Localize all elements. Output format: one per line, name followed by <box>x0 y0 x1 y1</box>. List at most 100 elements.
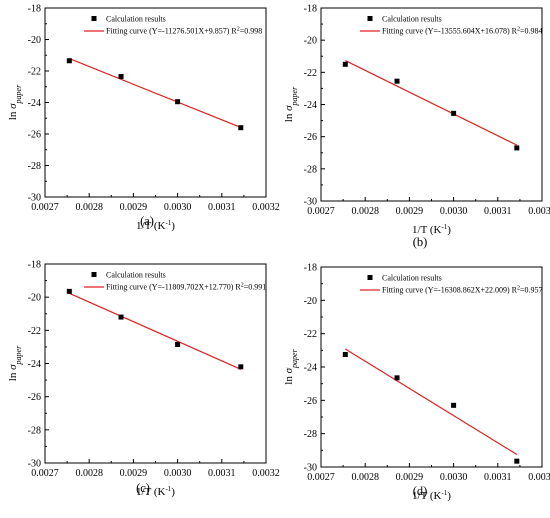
y-axis-label: ln σpaper <box>7 84 23 120</box>
fit-line <box>345 60 518 146</box>
y-tick-label: -26 <box>304 132 317 143</box>
y-tick-label: -30 <box>304 463 317 474</box>
x-axis-label: 1/T (K-1) <box>136 219 175 232</box>
plot-frame <box>320 7 543 202</box>
y-tick-label: -18 <box>28 4 41 15</box>
data-point <box>175 99 181 105</box>
data-point <box>175 341 181 347</box>
data-point <box>451 402 457 408</box>
x-tick-label: 0.0032 <box>528 472 550 483</box>
x-tick-label: 0.0030 <box>164 468 192 479</box>
y-tick-label: -22 <box>28 326 41 337</box>
legend-points-label: Calculation results <box>382 15 442 24</box>
x-tick-label: 0.0031 <box>484 472 512 483</box>
plot-frame <box>44 7 267 198</box>
legend-fit-label: Fitting curve (Y=-11276.501X+9.857) R2=0… <box>106 27 262 36</box>
x-tick-label: 0.0031 <box>208 468 236 479</box>
fit-line <box>69 57 242 129</box>
x-tick-label: 0.0028 <box>351 206 379 217</box>
x-tick-label: 0.0027 <box>31 202 59 213</box>
y-tick-label: -20 <box>28 35 41 46</box>
x-tick-label: 0.0032 <box>528 206 550 217</box>
x-tick-label: 0.0032 <box>252 202 280 213</box>
legend-points-label: Calculation results <box>106 271 166 280</box>
x-tick-label: 0.0029 <box>396 472 424 483</box>
panel-caption: (a) <box>140 214 154 228</box>
x-tick-label: 0.0032 <box>252 468 280 479</box>
legend-points-label: Calculation results <box>106 15 166 24</box>
panel-caption: (c) <box>136 481 150 495</box>
legend-points-label: Calculation results <box>382 274 442 283</box>
y-tick-label: -18 <box>304 263 317 274</box>
data-point <box>342 61 348 67</box>
chart-panel: 0.0027 0.0028 0.0029 0.0030 0.0031 0.0032 -18 -… <box>283 263 550 503</box>
y-tick-label: -28 <box>304 164 317 175</box>
chart-panel: 0.0027 0.0028 0.0029 0.0030 0.0031 0.0032 -18 -… <box>7 260 280 499</box>
legend-marker-icon <box>367 275 373 280</box>
y-tick-label: -22 <box>28 67 41 78</box>
x-tick-label: 0.0031 <box>208 202 236 213</box>
y-tick-label: -26 <box>304 396 317 407</box>
data-point <box>66 58 72 64</box>
x-axis-label: 1/T (K-1) <box>412 223 451 236</box>
x-tick-label: 0.0029 <box>120 468 148 479</box>
y-tick-label: -26 <box>28 130 41 141</box>
data-point <box>238 364 244 370</box>
x-tick-label: 0.0027 <box>307 472 335 483</box>
x-tick-label: 0.0030 <box>440 206 468 217</box>
legend-fit-label: Fitting curve (Y=-16308.862X+22.009) R2=… <box>382 286 543 295</box>
x-tick-label: 0.0029 <box>120 202 148 213</box>
plot-frame <box>44 263 267 464</box>
x-tick-label: 0.0029 <box>396 206 424 217</box>
y-tick-label: -30 <box>28 193 41 204</box>
fit-line <box>69 292 242 370</box>
legend-fit-label: Fitting curve (Y=-11809.702X+12.770) R2=… <box>106 283 266 292</box>
y-axis-label: ln σpaper <box>283 86 299 122</box>
data-point <box>238 125 244 131</box>
x-axis-label: 1/T (K-1) <box>136 485 175 498</box>
x-tick-label: 0.0031 <box>484 206 512 217</box>
y-tick-label: -28 <box>304 429 317 440</box>
data-point <box>394 78 400 84</box>
y-tick-label: -28 <box>28 161 41 172</box>
legend-marker-icon <box>91 16 97 21</box>
y-tick-label: -24 <box>28 359 41 370</box>
x-tick-label: 0.0027 <box>307 206 335 217</box>
y-tick-label: -22 <box>304 329 317 340</box>
x-tick-label: 0.0030 <box>440 472 468 483</box>
y-tick-label: -30 <box>304 197 317 208</box>
x-tick-label: 0.0030 <box>164 202 192 213</box>
y-tick-label: -20 <box>304 296 317 307</box>
data-point <box>118 314 124 320</box>
x-tick-label: 0.0028 <box>351 472 379 483</box>
data-point <box>118 74 124 80</box>
x-axis-label: 1/T (K-1) <box>412 489 451 502</box>
y-tick-label: -24 <box>304 363 317 374</box>
y-tick-label: -26 <box>28 392 41 403</box>
x-tick-label: 0.0027 <box>31 468 59 479</box>
y-axis-label: ln σpaper <box>7 345 23 381</box>
y-tick-label: -22 <box>304 68 317 79</box>
y-tick-label: -30 <box>28 459 41 470</box>
y-tick-label: -28 <box>28 425 41 436</box>
data-point <box>514 145 520 151</box>
data-point <box>342 352 348 357</box>
y-tick-label: -20 <box>28 293 41 304</box>
legend-marker-icon <box>367 16 373 21</box>
y-tick-label: -18 <box>304 4 317 15</box>
chart-panel: 0.0027 0.0028 0.0029 0.0030 0.0031 0.0032 -18 -… <box>7 4 280 233</box>
legend-fit-label: Fitting curve (Y=-13555.604X+16.078) R2=… <box>382 27 543 36</box>
x-tick-label: 0.0028 <box>75 202 103 213</box>
legend-marker-icon <box>91 272 97 277</box>
data-point <box>394 375 400 381</box>
y-tick-label: -24 <box>304 100 317 111</box>
y-tick-label: -24 <box>28 98 41 109</box>
plot-frame <box>320 266 543 468</box>
y-tick-label: -20 <box>304 36 317 47</box>
data-point <box>66 288 72 294</box>
chart-panel: 0.0027 0.0028 0.0029 0.0030 0.0031 0.0032 -18 -… <box>283 4 550 250</box>
panel-caption: (b) <box>413 235 428 249</box>
y-axis-label: ln σpaper <box>283 348 299 384</box>
fit-line <box>344 348 518 456</box>
